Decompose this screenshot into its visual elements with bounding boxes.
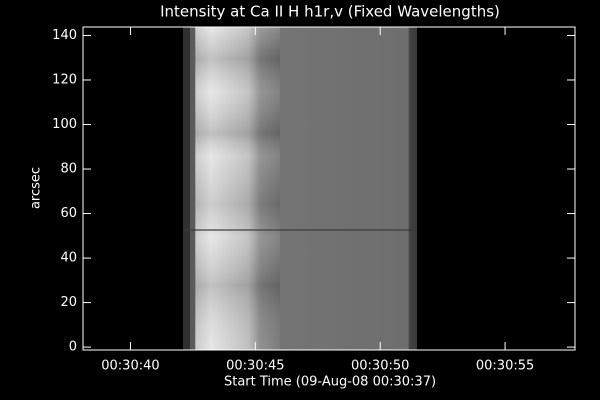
x-tick-label: 00:30:55: [476, 359, 534, 374]
chart-title: Intensity at Ca II H h1r,v (Fixed Wavele…: [160, 3, 500, 21]
x-tick-label: 00:30:50: [351, 359, 409, 374]
x-tick-label: 00:30:45: [226, 359, 284, 374]
y-tick-label: 40: [60, 251, 77, 266]
axes-frame: [82, 26, 576, 351]
intensity-image: [183, 27, 417, 350]
x-tick-label: 00:30:40: [101, 359, 159, 374]
y-axis-label: arcsec: [29, 167, 44, 209]
y-tick-label: 140: [52, 28, 77, 43]
image-line: [183, 229, 417, 231]
y-tick-label: 20: [60, 295, 77, 310]
y-tick-label: 100: [52, 117, 77, 132]
y-tick-label: 80: [60, 162, 77, 177]
y-tick-label: 0: [69, 340, 77, 355]
image-texture: [195, 27, 280, 350]
x-axis-label: Start Time (09-Aug-08 00:30:37): [224, 375, 436, 390]
y-tick-label: 60: [60, 206, 77, 221]
y-tick-label: 120: [52, 72, 77, 87]
